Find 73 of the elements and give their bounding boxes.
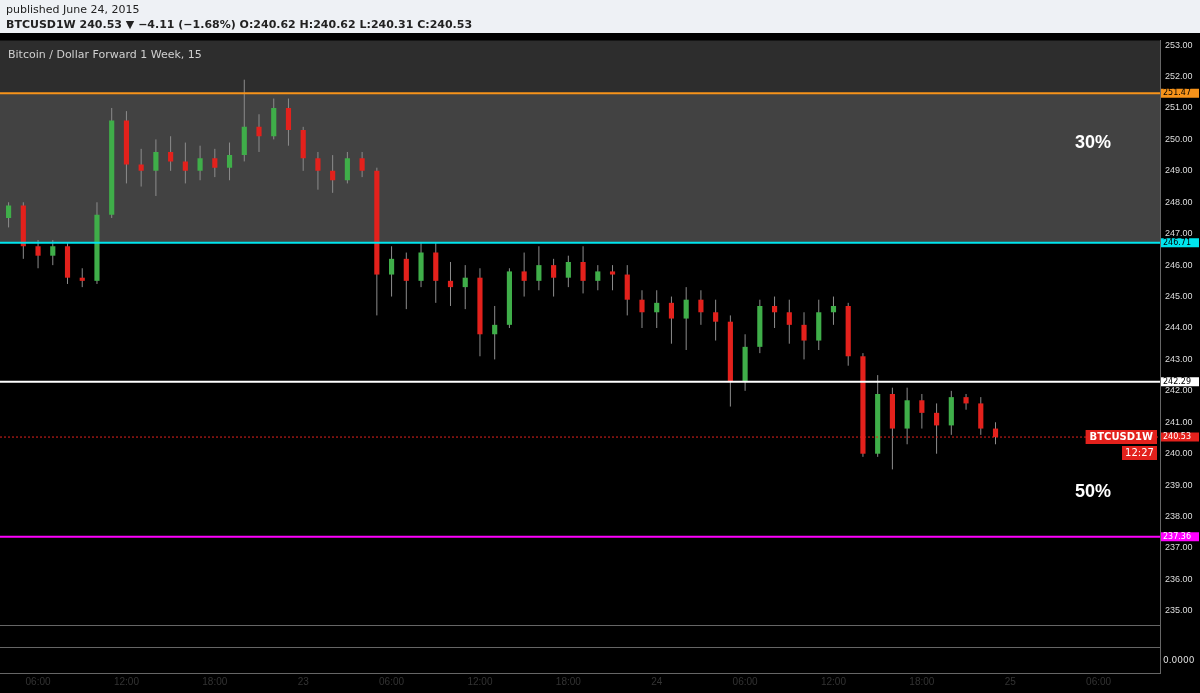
y-tick-label: 246.00 [1165, 259, 1193, 270]
ref-line-label: 242.29 [1163, 376, 1191, 386]
candlestick [403, 252, 409, 310]
y-tick-label: 240.00 [1165, 448, 1193, 459]
candlestick [153, 138, 159, 197]
annotation: 12:27 [1125, 446, 1154, 458]
candlestick [6, 201, 12, 228]
candlestick [580, 245, 586, 294]
candlestick [50, 239, 56, 266]
candlestick [389, 245, 395, 298]
annotation: 30% [1074, 132, 1112, 153]
y-tick-label: 250.00 [1165, 133, 1193, 144]
candlestick [595, 264, 601, 291]
candlestick [654, 289, 660, 329]
y-tick-label: 238.00 [1165, 511, 1193, 522]
candlestick [79, 267, 85, 288]
candlestick [168, 135, 174, 172]
ref-line-label: 251.47 [1163, 88, 1191, 98]
text: 0.0000 [1163, 655, 1195, 665]
y-tick-label: 239.00 [1165, 479, 1193, 490]
candlestick [536, 245, 542, 291]
candlestick [830, 296, 837, 326]
y-tick-label: 251.00 [1165, 102, 1193, 113]
candlestick [359, 151, 365, 178]
candlestick [801, 311, 807, 360]
y-tick-label: 252.00 [1165, 71, 1193, 82]
ref-line-label: 246.71 [1163, 237, 1191, 247]
y-tick-label: 237.00 [1165, 542, 1193, 553]
candlestick [226, 142, 233, 181]
y-tick-label: 245.00 [1165, 291, 1193, 302]
y-tick-label: 242.00 [1165, 385, 1193, 396]
y-tick-label: 247.00 [1165, 228, 1193, 239]
ref-line-label: 237.36 [1163, 531, 1191, 541]
candlestick [639, 289, 645, 329]
candlestick [212, 148, 218, 178]
y-tick-label: 244.00 [1165, 322, 1193, 333]
candlestick [492, 305, 498, 360]
candlestick [315, 151, 321, 191]
candlestick [668, 296, 675, 345]
candlestick [713, 299, 719, 342]
y-tick-label: 235.00 [1165, 605, 1193, 616]
candlestick [256, 113, 262, 153]
candlestick [683, 286, 689, 351]
candlestick [609, 264, 616, 291]
candlestick [786, 299, 792, 345]
candlestick [521, 252, 527, 298]
candlestick [565, 255, 571, 288]
candlestick [344, 151, 350, 184]
candlestick [771, 296, 778, 329]
candlestick [551, 258, 557, 298]
y-tick-label: 243.00 [1165, 353, 1193, 364]
candlestick [197, 145, 203, 181]
candlestick [698, 289, 704, 326]
chart-subtitle: published June 24, 2015 [6, 2, 141, 17]
candlestick [182, 142, 188, 184]
candlestick [963, 393, 969, 411]
ref-line-label: 240.53 [1163, 432, 1191, 442]
y-tick-label: 249.00 [1165, 165, 1193, 176]
y-tick-label: 241.00 [1165, 416, 1193, 427]
candlestick [35, 239, 41, 269]
candlestick [285, 98, 292, 147]
text: Bitcoin / Dollar Forward 1 Week, 15 [8, 47, 202, 61]
candlestick [138, 148, 144, 188]
candlestick [919, 393, 925, 430]
text: BTCUSD1W 240.53 ▼ −4.11 (−1.68%) O:240.62 H:240.62 L:240.31 C:240.53 [6, 17, 474, 32]
candlestick [330, 154, 336, 194]
annotation: 50% [1074, 480, 1112, 501]
candlestick [462, 264, 468, 310]
y-tick-label: 253.00 [1165, 39, 1193, 50]
y-tick-label: 236.00 [1165, 573, 1193, 584]
candlestick [447, 261, 454, 307]
y-tick-label: 248.00 [1165, 196, 1193, 207]
annotation: BTCUSD1W [1089, 430, 1154, 442]
